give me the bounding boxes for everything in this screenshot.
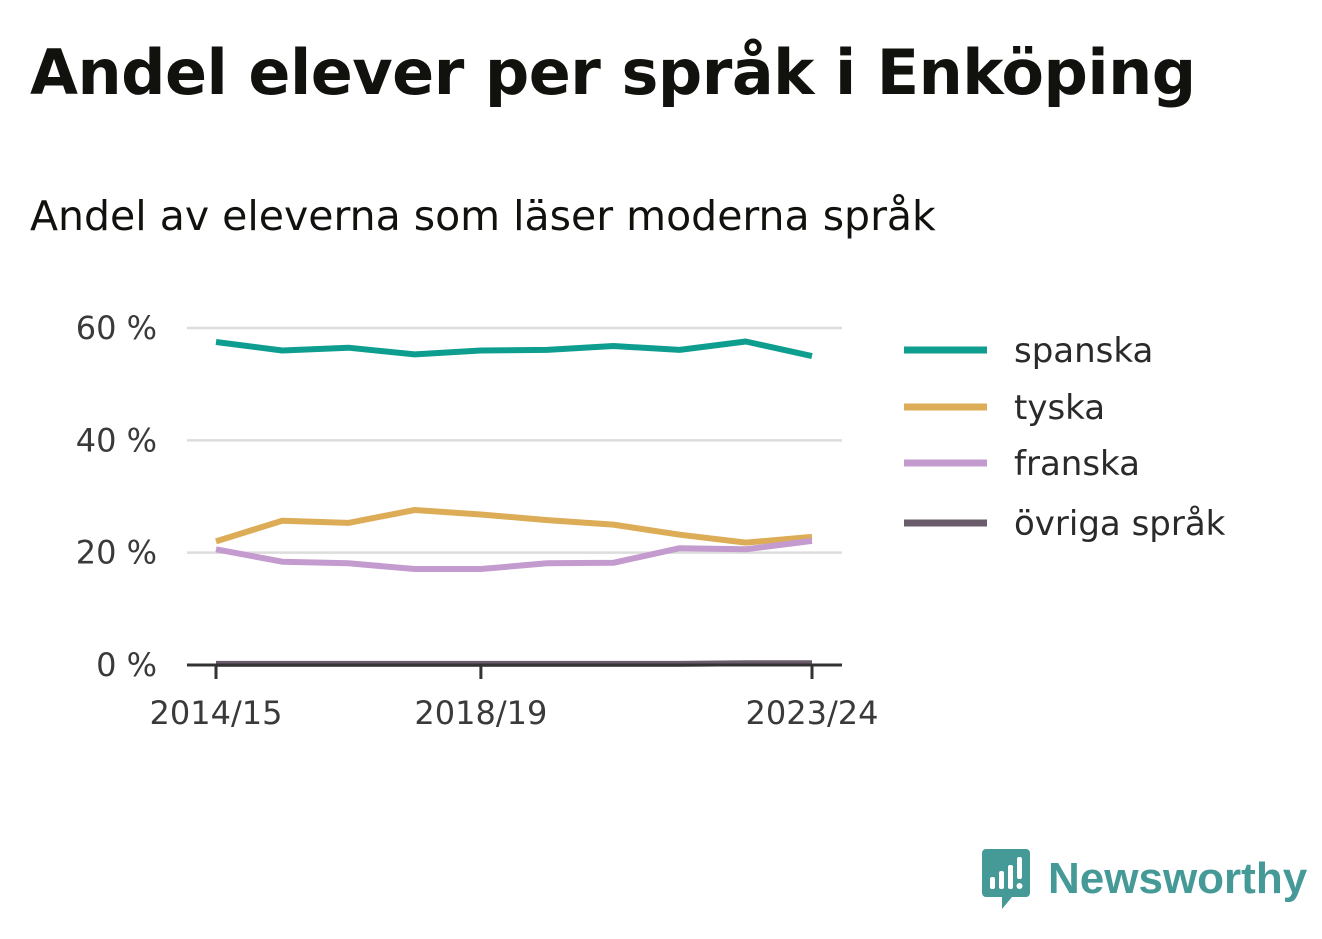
grid-lines <box>187 326 842 554</box>
newsworthy-logo-icon <box>982 849 1030 909</box>
x-tick-label: 2018/19 <box>414 694 547 732</box>
y-tick-label: 20 % <box>76 534 157 572</box>
brand-name: Newsworthy <box>1048 854 1308 903</box>
legend-label: franska <box>1014 444 1140 484</box>
series-line-franska <box>215 537 813 572</box>
chart-subtitle: Andel av eleverna som läser moderna språ… <box>30 192 936 240</box>
chart-title: Andel elever per språk i Enköping <box>30 36 1196 109</box>
legend-label: spanska <box>1014 331 1153 371</box>
series-line-spanska <box>215 338 813 360</box>
legend-label: tyska <box>1014 388 1105 428</box>
y-tick-label: 40 % <box>76 421 157 459</box>
brand-logo: Newsworthy <box>980 846 1307 912</box>
legend: spanska tyska franska övriga språk <box>904 331 1226 544</box>
x-tick-label: 2023/24 <box>746 694 879 732</box>
legend-label: övriga språk <box>1014 504 1226 544</box>
axes: 0 % 20 % 40 % 60 % 2014/15 2018/19 2023/24 <box>76 309 879 732</box>
y-tick-label: 0 % <box>96 646 157 684</box>
y-tick-label: 60 % <box>76 309 157 347</box>
series-line-tyska <box>215 507 813 546</box>
series-lines <box>215 338 813 667</box>
x-tick-label: 2014/15 <box>150 694 283 732</box>
